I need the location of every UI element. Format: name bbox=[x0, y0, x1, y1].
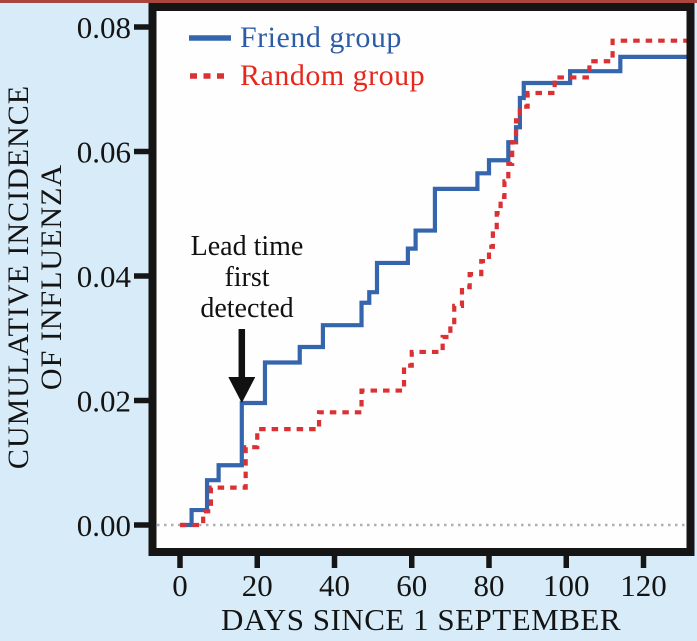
legend-label-random-group: Random group bbox=[240, 59, 426, 92]
lead-time-annotation: Lead time first detected bbox=[191, 231, 304, 324]
x-tick-label: 80 bbox=[474, 568, 505, 603]
x-tick-label: 20 bbox=[242, 568, 273, 603]
random-group-curve bbox=[180, 38, 687, 528]
annotation-line3: detected bbox=[200, 293, 294, 324]
lead-time-arrow-head bbox=[228, 377, 256, 403]
y-tick-label: 0.00 bbox=[77, 508, 131, 543]
annotation-line1: Lead time bbox=[190, 231, 304, 262]
y-tick-label: 0.04 bbox=[77, 259, 132, 294]
y-tick-label: 0.06 bbox=[77, 135, 131, 170]
legend-label-friend-group: Friend group bbox=[240, 21, 402, 54]
y-axis-title: CUMULATIVE INCIDENCE OF INFLUENZA bbox=[2, 85, 68, 469]
y-tick-label: 0.08 bbox=[77, 10, 131, 45]
x-tick-label: 0 bbox=[172, 568, 188, 603]
x-tick-label: 100 bbox=[543, 568, 590, 603]
x-tick-label: 60 bbox=[396, 568, 427, 603]
annotation-line2: first bbox=[224, 262, 270, 293]
figure-top-border bbox=[0, 0, 697, 3]
x-tick-label: 40 bbox=[319, 568, 350, 603]
x-tick-label: 120 bbox=[620, 568, 667, 603]
y-axis-title-line2: OF INFLUENZA bbox=[35, 163, 68, 391]
plot-border bbox=[148, 3, 695, 556]
y-tick-label: 0.02 bbox=[77, 384, 131, 419]
friend-group-curve bbox=[180, 54, 687, 528]
x-axis-title: DAYS SINCE 1 SEPTEMBER bbox=[220, 602, 622, 637]
y-axis-title-line1: CUMULATIVE INCIDENCE bbox=[2, 84, 35, 470]
